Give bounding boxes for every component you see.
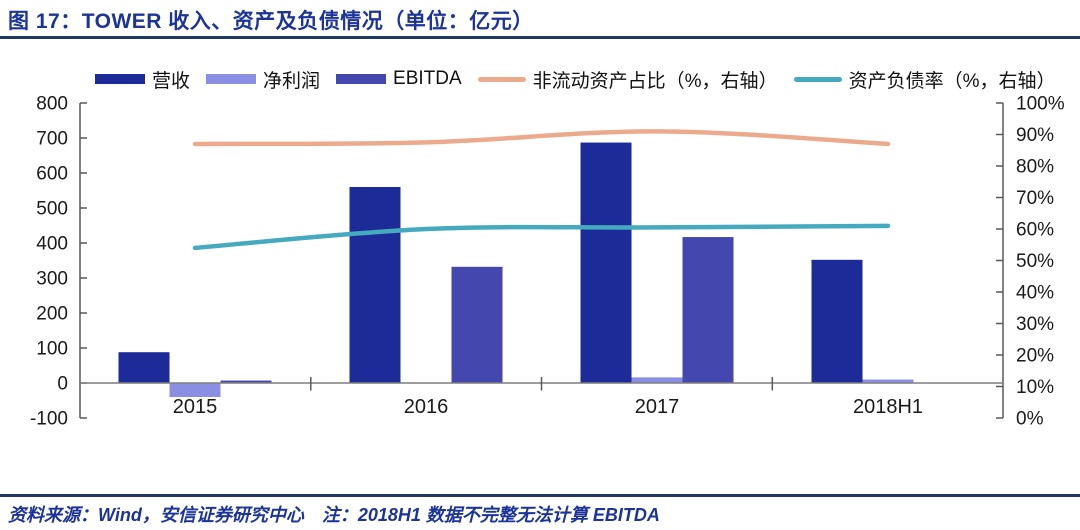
legend-label-net-profit: 净利润 bbox=[263, 70, 321, 92]
source-text: 资料来源：Wind，安信证券研究中心 bbox=[8, 505, 304, 525]
x-axis-category-label: 2017 bbox=[635, 396, 680, 418]
right-axis-tick-label: 10% bbox=[1016, 377, 1054, 398]
legend-swatch-debt-to-asset-ratio bbox=[793, 76, 842, 82]
footer-divider bbox=[0, 494, 1080, 497]
right-axis-tick-label: 30% bbox=[1016, 314, 1054, 335]
right-axis-tick-label: 40% bbox=[1016, 283, 1054, 304]
legend-label-debt-to-asset-ratio: 资产负债率（%，右轴） bbox=[848, 70, 1056, 92]
left-axis-tick-label: 0 bbox=[57, 374, 68, 395]
x-axis-category-label: 2016 bbox=[404, 396, 449, 418]
legend-item-debt-to-asset-ratio: 资产负债率（%，右轴） bbox=[793, 66, 1056, 93]
legend-swatch-ebitda bbox=[336, 74, 387, 84]
legend-item-net-profit: 净利润 bbox=[206, 66, 320, 93]
line-non-current-assets-ratio bbox=[192, 129, 891, 147]
title-underline bbox=[0, 36, 1080, 39]
bar-net-profit-2018H1 bbox=[862, 379, 914, 383]
left-axis-tick-label: 400 bbox=[36, 234, 68, 255]
right-axis-tick-label: 90% bbox=[1016, 125, 1054, 146]
bar-revenue-2017 bbox=[580, 142, 632, 383]
left-axis-tick-label: 100 bbox=[36, 339, 68, 360]
chart-footer: 资料来源：Wind，安信证券研究中心 注：2018H1 数据不完整无法计算 EBI… bbox=[8, 501, 660, 527]
legend-item-non-current-assets-ratio: 非流动资产占比（%，右轴） bbox=[477, 66, 778, 93]
bar-revenue-2016 bbox=[349, 187, 401, 383]
legend-label-revenue: 营收 bbox=[152, 70, 191, 92]
right-axis-tick-label: 60% bbox=[1016, 220, 1054, 241]
chart-canvas: 800 700 600 500 400 300 200 100 0 -100 100% 90% 80% 7… bbox=[30, 94, 1065, 430]
left-axis-tick-label: 300 bbox=[36, 269, 68, 290]
x-axis-category-label: 2015 bbox=[173, 396, 218, 418]
left-axis-tick-label: 800 bbox=[36, 94, 68, 115]
legend-item-ebitda: EBITDA bbox=[336, 68, 462, 90]
bar-ebitda-2015 bbox=[220, 380, 272, 383]
right-axis-tick-label: 20% bbox=[1016, 346, 1054, 367]
bar-revenue-2018H1 bbox=[811, 259, 863, 383]
x-axis-category-label: 2018H1 bbox=[853, 396, 923, 418]
left-axis-tick-label: 500 bbox=[36, 199, 68, 220]
bar-revenue-2015 bbox=[118, 352, 170, 383]
right-axis-tick-label: 80% bbox=[1016, 157, 1054, 178]
right-axis-tick-label: 100% bbox=[1016, 94, 1065, 115]
line-debt-to-asset-ratio bbox=[192, 223, 891, 251]
bar-net-profit-2015 bbox=[169, 383, 221, 397]
chart-title: 图 17：TOWER 收入、资产及负债情况（单位：亿元） bbox=[8, 10, 534, 33]
bar-ebitda-2016 bbox=[451, 266, 503, 383]
legend-swatch-net-profit bbox=[206, 74, 257, 84]
legend-item-revenue: 营收 bbox=[95, 66, 190, 93]
chart-legend: 营收 净利润 EBITDA 非流动资产占比（%，右轴） 资产负债率（%，右轴） bbox=[95, 68, 1055, 92]
left-axis-tick-label: -100 bbox=[30, 409, 68, 430]
left-axis-tick-label: 700 bbox=[36, 129, 68, 150]
left-axis-tick-label: 600 bbox=[36, 164, 68, 185]
right-axis-tick-label: 0% bbox=[1016, 409, 1044, 430]
right-axis-tick-label: 50% bbox=[1016, 251, 1054, 272]
legend-swatch-non-current-assets-ratio bbox=[477, 76, 526, 82]
left-axis-tick-label: 200 bbox=[36, 304, 68, 325]
note-text: 注：2018H1 数据不完整无法计算 EBITDA bbox=[321, 505, 660, 525]
bar-net-profit-2017 bbox=[631, 377, 683, 383]
legend-label-non-current-assets-ratio: 非流动资产占比（%，右轴） bbox=[532, 70, 778, 92]
legend-swatch-revenue bbox=[95, 74, 145, 84]
legend-label-ebitda: EBITDA bbox=[393, 68, 462, 89]
bar-ebitda-2017 bbox=[682, 237, 734, 383]
right-axis-tick-label: 70% bbox=[1016, 188, 1054, 209]
